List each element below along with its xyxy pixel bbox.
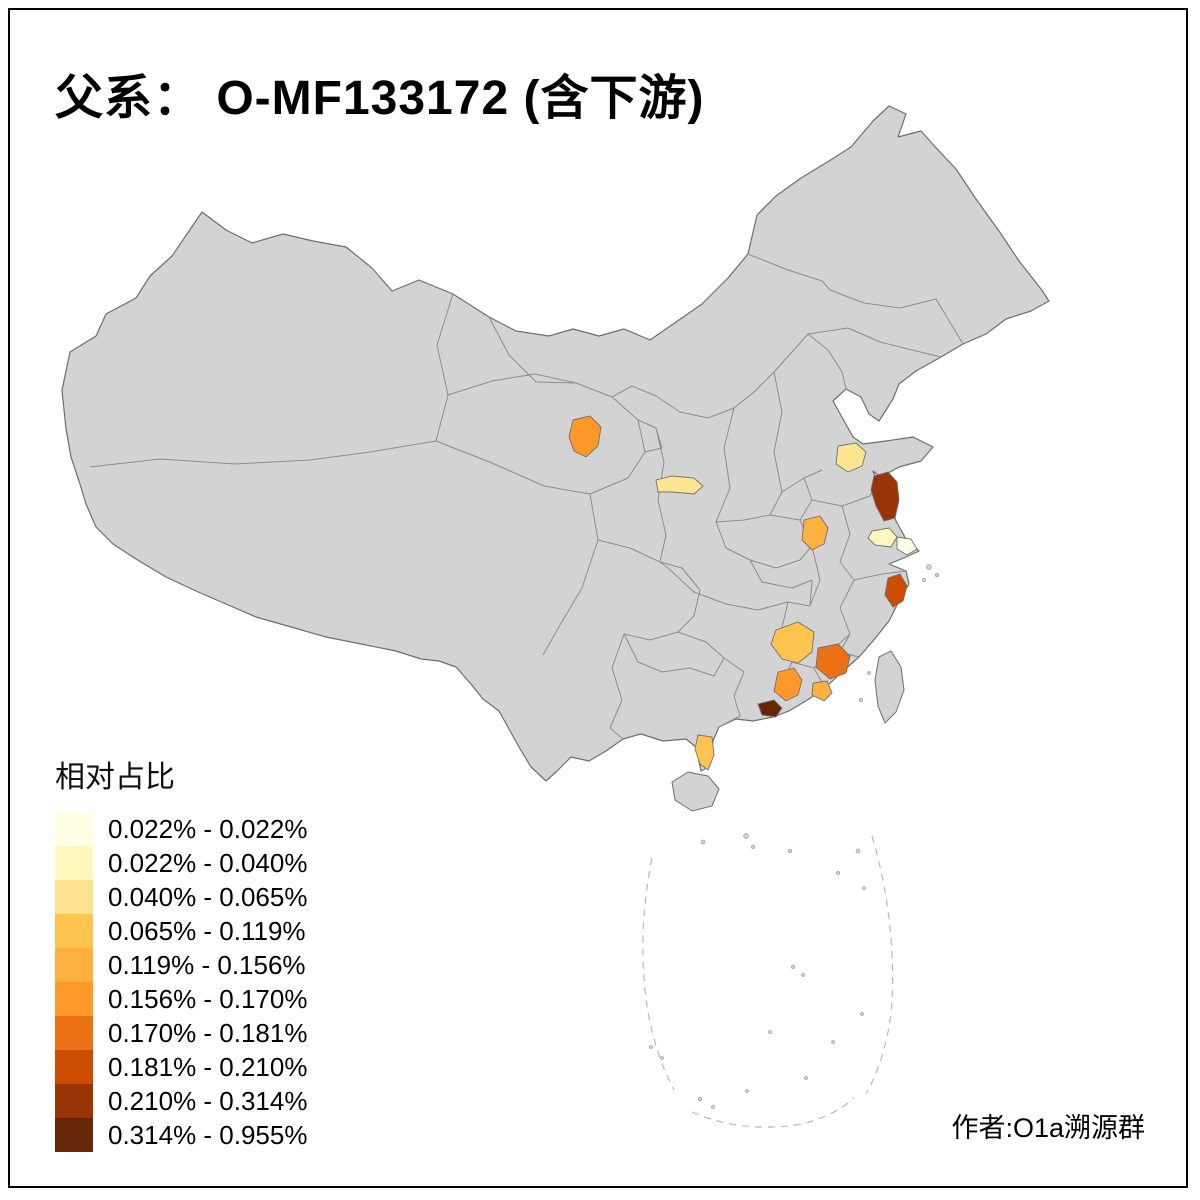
legend-range-label: 0.170% - 0.181% [108, 1017, 308, 1048]
legend-range-label: 0.314% - 0.955% [108, 1119, 308, 1150]
taiwan-island-shape [874, 650, 905, 724]
legend-range-label: 0.022% - 0.040% [108, 847, 308, 878]
legend-row: 0.170% - 0.181% [55, 1016, 307, 1050]
legend-row: 0.022% - 0.022% [55, 812, 307, 846]
highlight-zhejiang-coast [884, 573, 908, 608]
legend-color-swatch [55, 914, 93, 948]
highlight-shanghai-area [896, 536, 918, 556]
legend-range-label: 0.156% - 0.170% [108, 983, 308, 1014]
highlight-coastal-guangdong [811, 680, 833, 702]
highlight-leizhou-peninsula [694, 734, 715, 771]
legend-range-label: 0.022% - 0.022% [108, 813, 308, 844]
attribution-text: 作者:O1a溯源群 [951, 1113, 1145, 1143]
legend-range-label: 0.119% - 0.156% [108, 949, 306, 980]
legend-color-swatch [55, 948, 93, 982]
highlighted-prefectures-layer [568, 415, 918, 771]
small-islands [649, 564, 940, 1109]
highlight-central-west [655, 475, 704, 495]
legend-row: 0.022% - 0.040% [55, 846, 307, 880]
legend-row: 0.314% - 0.955% [55, 1118, 307, 1152]
figure-title: 父系： O-MF133172 (含下游) [55, 72, 705, 125]
south-china-sea-features [642, 564, 940, 1128]
base-land-layer [61, 105, 1050, 812]
sea-boundary-dash-bottom [691, 1097, 855, 1128]
highlight-northwest-gansu [568, 415, 602, 458]
legend-range-label: 0.065% - 0.119% [108, 915, 306, 946]
legend-rows: 0.022% - 0.022% 0.022% - 0.040% 0.040% - 0… [55, 812, 307, 1152]
legend-color-swatch [55, 1118, 93, 1152]
sea-boundary-dash-right [865, 835, 894, 1095]
sea-boundary-dash-left [642, 857, 675, 1091]
highlight-central-guangdong [773, 667, 803, 702]
highlight-north-guangdong [770, 621, 815, 664]
province-borders [89, 253, 964, 740]
highlight-shandong [835, 442, 867, 473]
legend-row: 0.065% - 0.119% [55, 914, 307, 948]
legend-row: 0.119% - 0.156% [55, 948, 307, 982]
legend-color-swatch [55, 1084, 93, 1118]
legend-title: 相对占比 [55, 761, 175, 794]
legend-color-swatch [55, 846, 93, 880]
highlight-south-jiangsu [867, 527, 898, 548]
legend-row: 0.181% - 0.210% [55, 1050, 307, 1084]
legend-color-swatch [55, 1050, 93, 1084]
legend-range-label: 0.181% - 0.210% [108, 1051, 308, 1082]
legend-row: 0.210% - 0.314% [55, 1084, 307, 1118]
highlight-pearl-delta [757, 699, 783, 718]
legend-color-swatch [55, 880, 93, 914]
legend-row: 0.040% - 0.065% [55, 880, 307, 914]
legend-range-label: 0.210% - 0.314% [108, 1085, 308, 1116]
legend-range-label: 0.040% - 0.065% [108, 881, 308, 912]
hainan-island-shape [671, 771, 720, 812]
legend-color-swatch [55, 982, 93, 1016]
highlight-east-guangdong [815, 643, 851, 680]
legend-color-swatch [55, 1016, 93, 1050]
legend-row: 0.156% - 0.170% [55, 982, 307, 1016]
map-legend: 相对占比 0.022% - 0.022% 0.022% - 0.040% 0.040… [55, 752, 307, 1152]
highlight-anhui [801, 515, 829, 551]
legend-color-swatch [55, 812, 93, 846]
highlight-jiangsu-coast [870, 471, 900, 522]
